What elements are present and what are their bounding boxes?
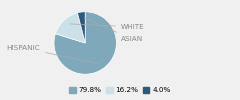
Text: ASIAN: ASIAN [84, 18, 143, 42]
Legend: 79.8%, 16.2%, 4.0%: 79.8%, 16.2%, 4.0% [66, 84, 174, 96]
Wedge shape [54, 12, 116, 74]
Text: WHITE: WHITE [70, 24, 145, 30]
Wedge shape [55, 13, 85, 43]
Text: HISPANIC: HISPANIC [6, 45, 98, 64]
Wedge shape [78, 12, 85, 43]
